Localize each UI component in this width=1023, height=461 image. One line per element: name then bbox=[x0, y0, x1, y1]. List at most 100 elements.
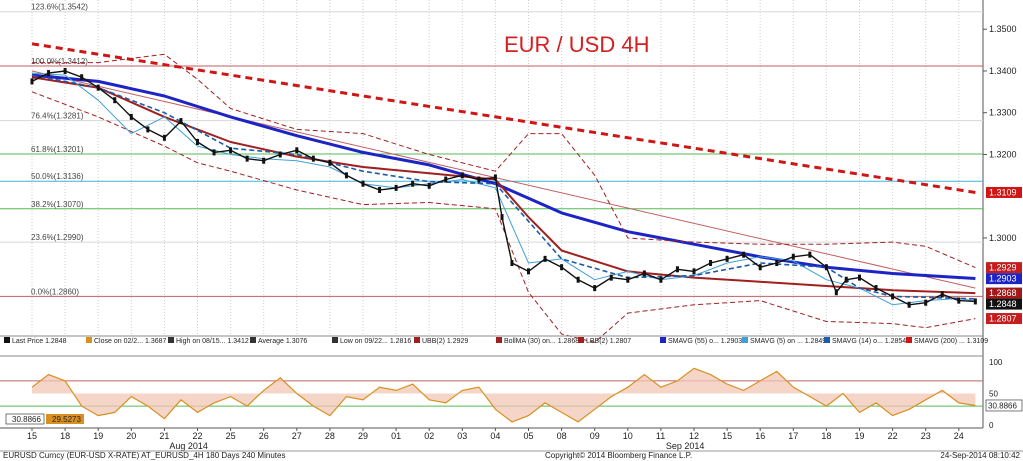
x-tick-label: 10 bbox=[623, 431, 633, 441]
x-tick-label: 04 bbox=[490, 431, 500, 441]
series-line bbox=[31, 74, 976, 300]
price-bar bbox=[196, 138, 199, 145]
oscillator-value-box bbox=[5, 413, 45, 425]
x-tick-label: 27 bbox=[292, 431, 302, 441]
price-bar bbox=[510, 260, 514, 267]
price-tag bbox=[986, 262, 1022, 274]
price-tag-label: 1.2807 bbox=[989, 314, 1017, 324]
oscillator-tick-label: 100 bbox=[989, 358, 1003, 367]
oscillator-area bbox=[32, 368, 976, 422]
price-bar bbox=[940, 291, 944, 298]
x-tick-label: 19 bbox=[855, 431, 865, 441]
legend-entry: Average 1.3076 bbox=[258, 338, 307, 345]
oscillator-tick-label: 50 bbox=[989, 390, 998, 399]
price-bar bbox=[427, 182, 431, 189]
price-bar bbox=[858, 274, 861, 281]
legend-swatch bbox=[660, 337, 666, 343]
x-tick-label: 28 bbox=[325, 431, 335, 441]
x-tick-label: 21 bbox=[159, 431, 169, 441]
month-label: Aug 2014 bbox=[169, 441, 208, 451]
legend-entry: UBB(2) 1.2929 bbox=[422, 338, 468, 345]
price-bar bbox=[891, 293, 895, 300]
legend-entry: SMAVG (55) o... 1.2903 bbox=[668, 338, 742, 345]
footer: EURUSD Curncy (EUR-USD X-RATE) AT_EURUSD… bbox=[3, 451, 1021, 460]
price-bar bbox=[444, 176, 448, 183]
price-bar bbox=[394, 184, 398, 191]
fib-level-label: 38.2%(1.3070) bbox=[31, 200, 84, 209]
price-bar bbox=[560, 264, 564, 271]
series-layer bbox=[30, 42, 977, 343]
price-tag-label: 1.2903 bbox=[989, 274, 1017, 284]
price-bar bbox=[378, 186, 382, 193]
price-tag bbox=[986, 298, 1022, 310]
price-bar bbox=[328, 159, 332, 166]
price-bar bbox=[63, 67, 67, 74]
x-tick-label: 12 bbox=[689, 431, 699, 441]
x-axis: 15 18 19 20 21 22 25 26 27 28 29 01 02 03 04 05 08 09 10 11… bbox=[0, 427, 1023, 452]
y-tick-label: 1.3400 bbox=[989, 66, 1017, 76]
oscillator-value-box bbox=[46, 414, 84, 424]
price-bar bbox=[791, 253, 795, 260]
price-tag bbox=[986, 273, 1022, 285]
oscillator-value-1: 30.8866 bbox=[12, 415, 41, 424]
fib-level-label: 0.0%(1.2860) bbox=[31, 287, 79, 296]
fib-level-label: 100.0%(1.3412) bbox=[31, 57, 88, 66]
price-bar bbox=[692, 268, 696, 275]
price-bar bbox=[80, 74, 84, 81]
price-bar bbox=[30, 78, 34, 85]
price-bar bbox=[834, 289, 838, 296]
price-bar bbox=[576, 276, 580, 283]
price-bar bbox=[229, 147, 233, 154]
series-line bbox=[32, 53, 976, 269]
price-bar bbox=[129, 113, 133, 120]
legend-swatch bbox=[906, 337, 912, 343]
price-tag-label: 1.2848 bbox=[989, 299, 1017, 309]
series-line bbox=[31, 73, 976, 280]
price-bar bbox=[96, 84, 100, 91]
x-tick-label: 23 bbox=[921, 431, 931, 441]
x-tick-label: 11 bbox=[656, 431, 665, 441]
price-tag-label: 1.3109 bbox=[989, 187, 1017, 197]
price-bar bbox=[500, 214, 504, 221]
x-tick-label: 29 bbox=[358, 431, 368, 441]
price-bar bbox=[844, 276, 848, 283]
fibonacci-levels: 123.6%(1.3542) 100.0%(1.3412) 76.4%(1.3281… bbox=[0, 3, 983, 297]
x-tick-label: 18 bbox=[821, 431, 831, 441]
oscillator-right-label: 30.8866 bbox=[988, 401, 1017, 410]
fib-level-label: 123.6%(1.3542) bbox=[31, 3, 88, 12]
series-line bbox=[31, 91, 976, 343]
price-bar bbox=[775, 260, 779, 267]
month-label: Sep 2014 bbox=[666, 441, 705, 451]
fib-level-label: 76.4%(1.3281) bbox=[31, 112, 84, 121]
x-tick-label: 20 bbox=[126, 431, 136, 441]
price-bar bbox=[709, 260, 713, 267]
fib-level-label: 50.0%(1.3136) bbox=[31, 172, 84, 181]
price-bar bbox=[344, 172, 348, 179]
legend-swatch bbox=[168, 337, 174, 343]
price-bar bbox=[659, 276, 663, 283]
price-bar bbox=[146, 126, 150, 133]
price-bar bbox=[262, 157, 266, 164]
x-tick-label: 19 bbox=[93, 431, 103, 441]
x-tick-label: 03 bbox=[457, 431, 467, 441]
price-bar bbox=[245, 155, 249, 162]
price-bar bbox=[808, 251, 812, 258]
timestamp-label: 24-Sep-2014 08:10:42 bbox=[940, 451, 1020, 460]
price-bar bbox=[113, 97, 117, 104]
legend-swatch bbox=[86, 337, 92, 343]
legend-entry: Low on 09/22... 1.2816 bbox=[340, 338, 411, 345]
copyright-label: Copyright© 2014 Bloomberg Finance L.P. bbox=[545, 451, 692, 460]
price-bar bbox=[460, 172, 464, 179]
x-tick-label: 01 bbox=[391, 431, 401, 441]
x-tick-label: 09 bbox=[590, 431, 600, 441]
price-bar bbox=[973, 298, 977, 305]
legend-entry: SMAVG (200) ... 1.3109 bbox=[914, 338, 988, 345]
price-bar bbox=[527, 268, 530, 275]
price-bar bbox=[411, 180, 415, 187]
instrument-label: EURUSD Curncy (EUR-USD X-RATE) AT_EURUSD… bbox=[3, 451, 285, 460]
x-tick-label: 22 bbox=[193, 431, 203, 441]
price-bar bbox=[609, 274, 613, 281]
legend-swatch bbox=[496, 337, 502, 343]
x-tick-label: 15 bbox=[27, 431, 37, 441]
